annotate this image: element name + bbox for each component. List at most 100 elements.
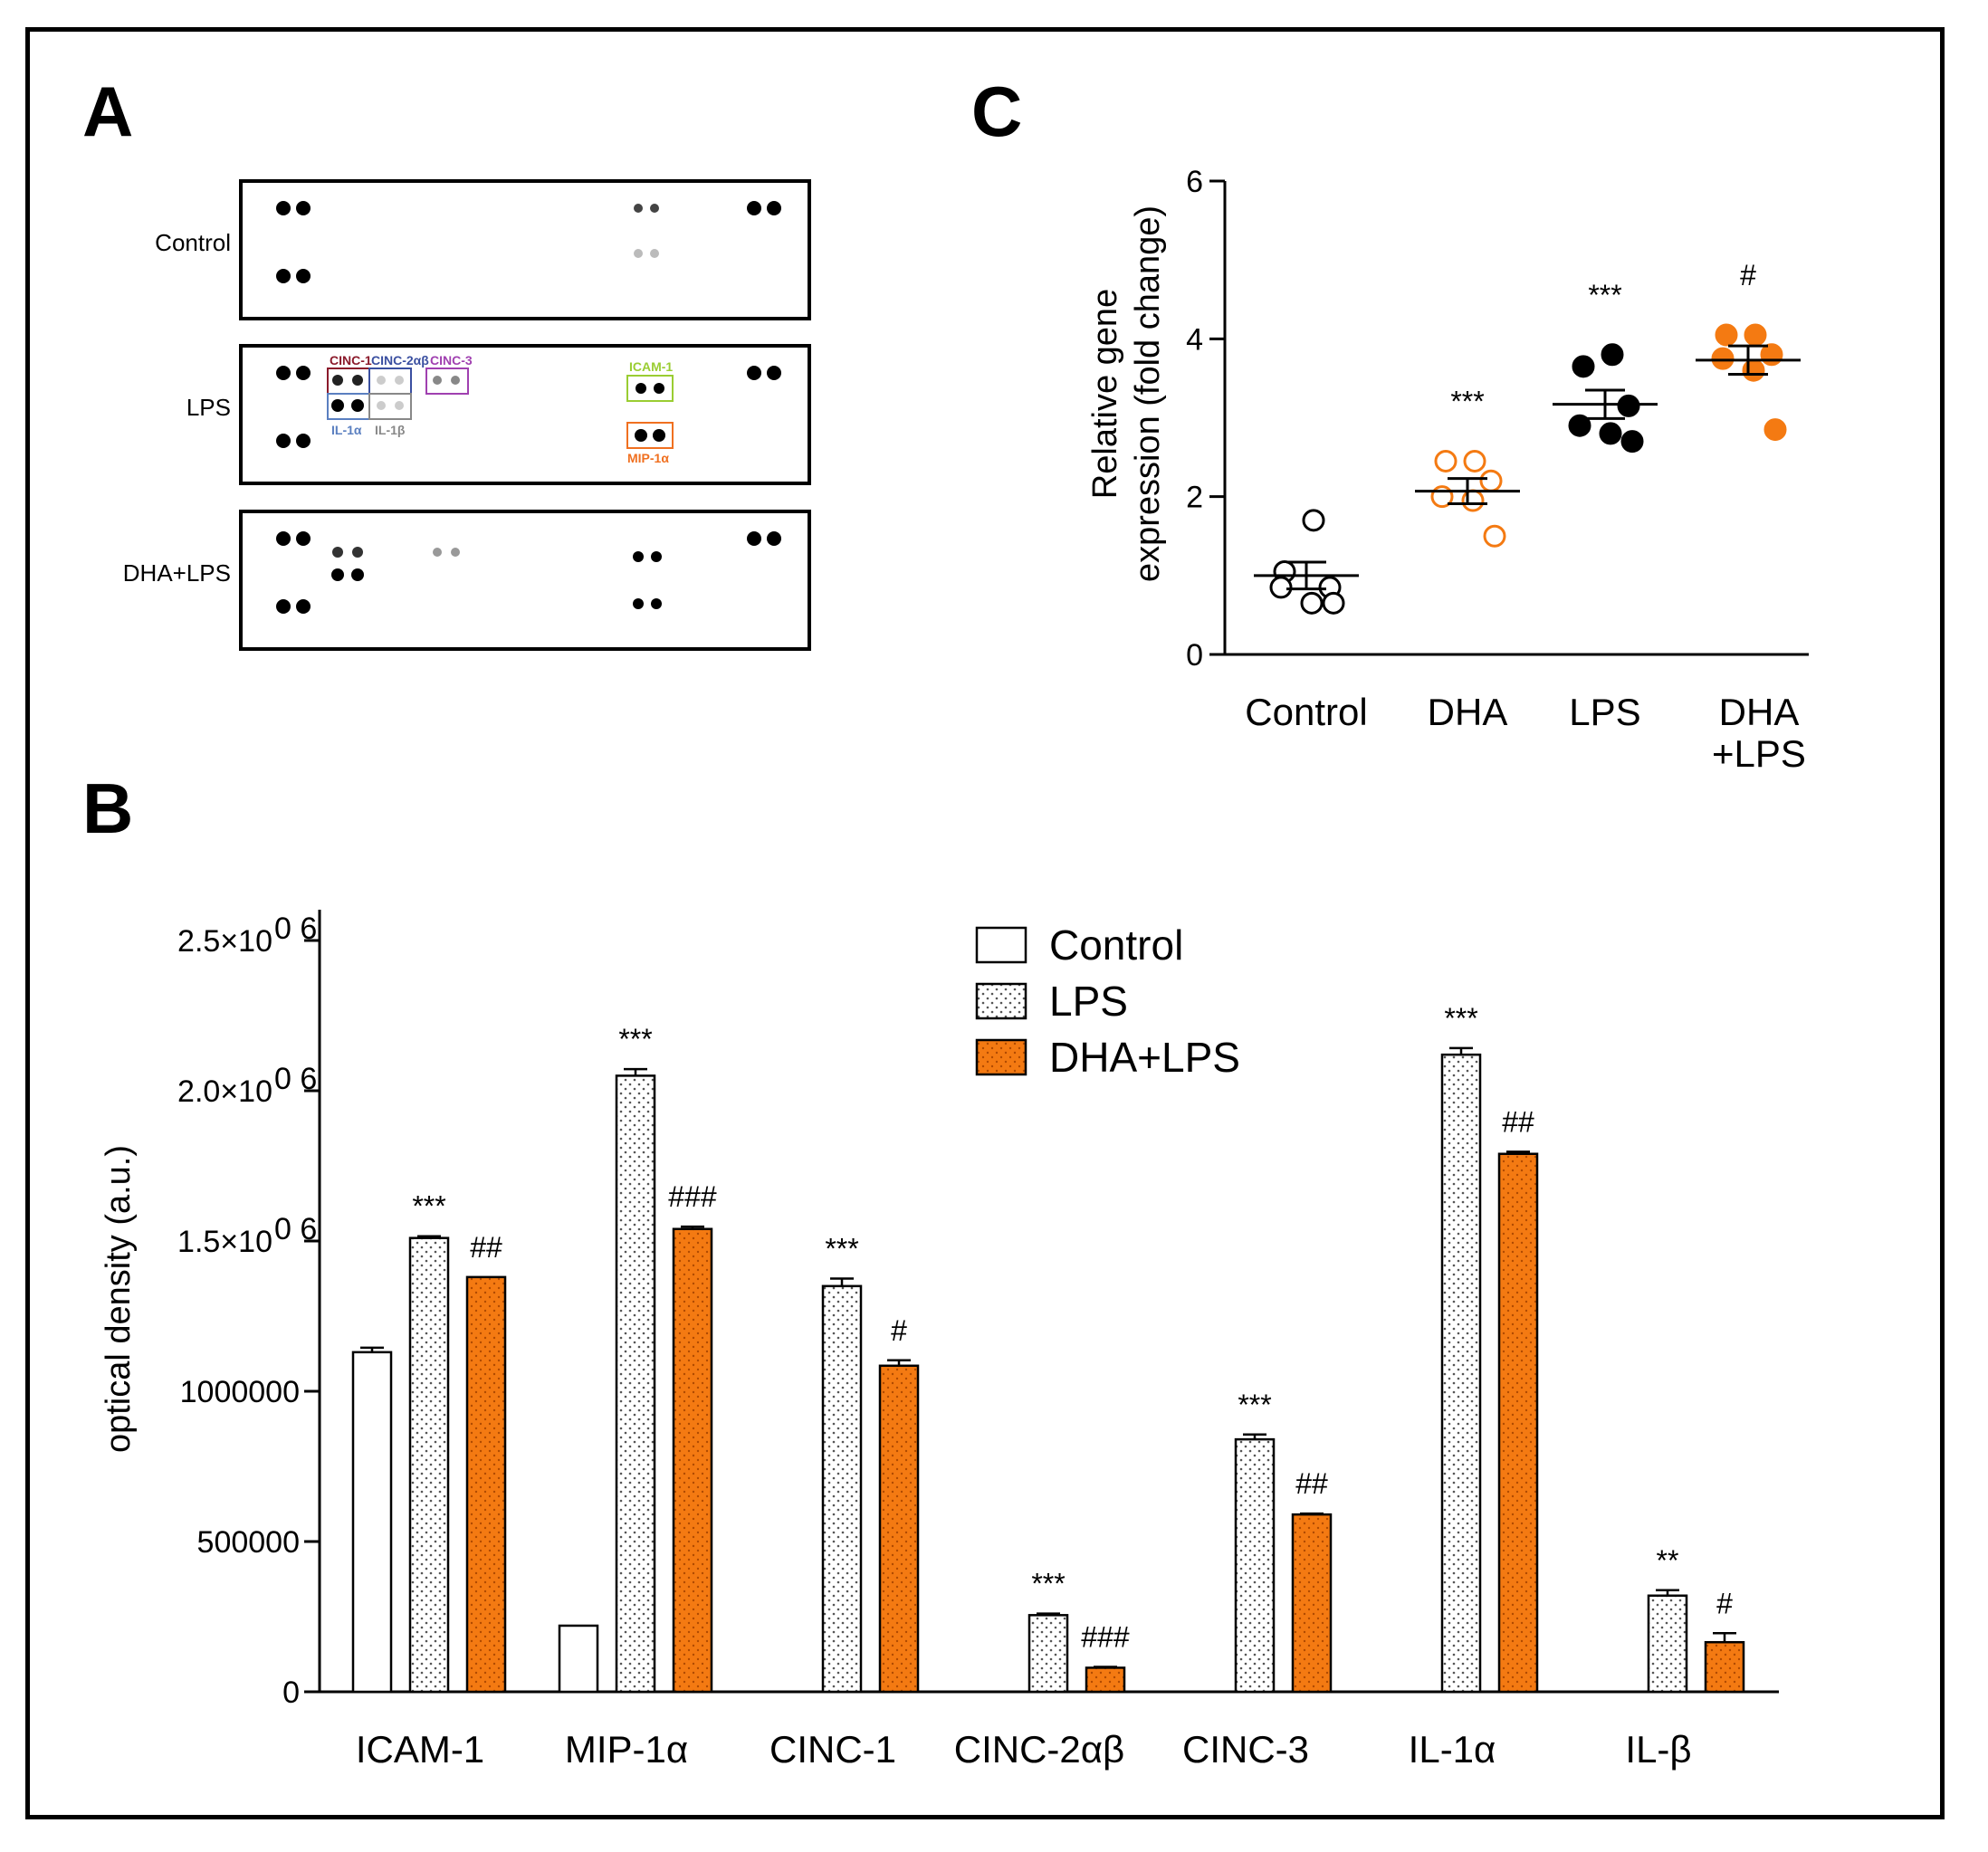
blot-label-dha-lps: DHA+LPS (123, 559, 231, 587)
b-y-tick-exponent: 0 6 (274, 1062, 317, 1096)
blot-ann-cinc-1: CINC-1 (330, 353, 372, 368)
c-point-control (1269, 576, 1293, 599)
c-y-tick-label: 6 (1186, 165, 1203, 199)
blot-ref-spot (276, 201, 291, 215)
blot-spot (433, 548, 442, 557)
significance-marker: ## (1502, 1105, 1534, 1138)
dot-blot-panel: Control LPS DHA+LPS CINC-1 CINC-2αβ CINC… (123, 179, 811, 651)
blot-label-control: Control (155, 229, 231, 256)
blot-spot (352, 547, 363, 558)
bar-lps (408, 1236, 450, 1694)
bar-lps (615, 1074, 656, 1694)
c-point-control (1300, 591, 1324, 615)
bar-chart-panel-b: optical density (a.u.) 0 500000 1000000 1.5… (100, 910, 1779, 1771)
significance-marker: # (1716, 1587, 1733, 1619)
blot-spot (654, 383, 664, 394)
bar-lps (1234, 1437, 1276, 1694)
blot-ref-spot (747, 531, 761, 546)
c-y-tick-label: 2 (1186, 481, 1203, 515)
bar-lps (1647, 1594, 1688, 1694)
c-point-dha-lps (1742, 358, 1765, 382)
blot-ann-il-1a: IL-1α (331, 423, 362, 437)
bar-lps (1440, 1053, 1482, 1694)
c-point-dha-lps (1711, 347, 1735, 370)
blot-spot (352, 375, 363, 386)
bar-dha-lps (1497, 1152, 1539, 1694)
blot-spot (634, 204, 643, 213)
b-y-tick-label: 1000000 (180, 1375, 300, 1409)
c-category-label: DHA (1719, 691, 1800, 733)
blot-ann-cinc-3: CINC-3 (430, 353, 473, 368)
blot-spot (351, 568, 364, 581)
b-legend: Control LPS DHA+LPS (975, 921, 1240, 1081)
b-y-tick-label: 0 (282, 1675, 300, 1710)
c-point-control (1302, 509, 1325, 532)
c-point-lps (1572, 355, 1595, 378)
c-category-label: Control (1245, 691, 1367, 733)
legend-swatch-lps (975, 982, 1027, 1020)
b-y-tick-exponent: 0 6 (274, 912, 317, 946)
c-point-lps (1620, 430, 1644, 453)
bar-dha-lps (1085, 1666, 1126, 1694)
blot-ann-il-1b: IL-1β (375, 423, 406, 437)
b-y-tick-label: 2.5×10 (177, 924, 272, 959)
blot-spot (451, 548, 460, 557)
significance-marker: *** (825, 1233, 858, 1265)
c-significance-marker: *** (1450, 385, 1484, 417)
blot-spot (332, 375, 343, 386)
c-point-dha-lps (1763, 418, 1787, 442)
blot-ref-spot (296, 531, 311, 546)
bar-lps (821, 1284, 863, 1694)
blot-strip-lps (239, 344, 811, 485)
blot-spot (377, 376, 386, 385)
blot-ref-spot (296, 201, 311, 215)
blot-ann-icam-1: ICAM-1 (629, 359, 673, 374)
b-category-label: CINC-3 (1182, 1728, 1309, 1771)
significance-marker: ## (1295, 1467, 1328, 1500)
b-category-label: IL-1α (1409, 1728, 1496, 1771)
b-category-label: ICAM-1 (356, 1728, 484, 1771)
blot-ref-spot (767, 531, 781, 546)
c-category-label: +LPS (1712, 732, 1806, 775)
blot-spot (653, 429, 665, 442)
blot-ann-mip-1a: MIP-1α (627, 451, 669, 465)
b-y-tick-label: 500000 (197, 1525, 300, 1560)
blot-ref-spot (276, 531, 291, 546)
b-y-axis-label: optical density (a.u.) (100, 1145, 138, 1453)
b-category-label: CINC-2αβ (954, 1728, 1124, 1771)
b-category-label: IL-β (1625, 1728, 1691, 1771)
blot-label-lps: LPS (186, 394, 231, 421)
panel-label-a: A (82, 72, 133, 151)
significance-marker: *** (1444, 1002, 1477, 1035)
c-significance-marker: *** (1588, 279, 1621, 311)
panel-label-c: C (971, 72, 1022, 151)
legend-label-dha-lps: DHA+LPS (1049, 1034, 1240, 1081)
legend-label-control: Control (1049, 921, 1183, 969)
blot-spot (377, 401, 386, 410)
b-category-label: CINC-1 (769, 1728, 896, 1771)
significance-marker: # (891, 1314, 907, 1347)
blot-spot (331, 399, 344, 412)
blot-spot (634, 249, 643, 258)
blot-spot (635, 429, 647, 442)
c-point-control (1322, 591, 1345, 615)
blot-ref-spot (276, 434, 291, 448)
b-y-tick-exponent: 0 6 (274, 1212, 317, 1246)
blot-spot (633, 598, 644, 609)
figure-canvas: A C B Control LPS DHA+LPS CINC-1 CINC-2α… (82, 72, 1809, 1771)
blot-spot (451, 376, 460, 385)
b-category-label: MIP-1α (565, 1728, 688, 1771)
legend-swatch-dha-lps (975, 1038, 1027, 1076)
blot-ref-spot (767, 366, 781, 380)
c-y-tick-label: 0 (1186, 638, 1203, 673)
c-point-dha (1463, 449, 1486, 473)
blot-ref-spot (747, 201, 761, 215)
bar-dha-lps (1291, 1513, 1333, 1694)
legend-swatch-control (975, 926, 1027, 964)
c-point-dha (1434, 449, 1458, 473)
blot-spot (433, 376, 442, 385)
b-y-tick-label: 2.0×10 (177, 1074, 272, 1109)
blot-spot (351, 399, 364, 412)
blot-spot (650, 204, 659, 213)
bar-dha-lps (878, 1364, 920, 1694)
